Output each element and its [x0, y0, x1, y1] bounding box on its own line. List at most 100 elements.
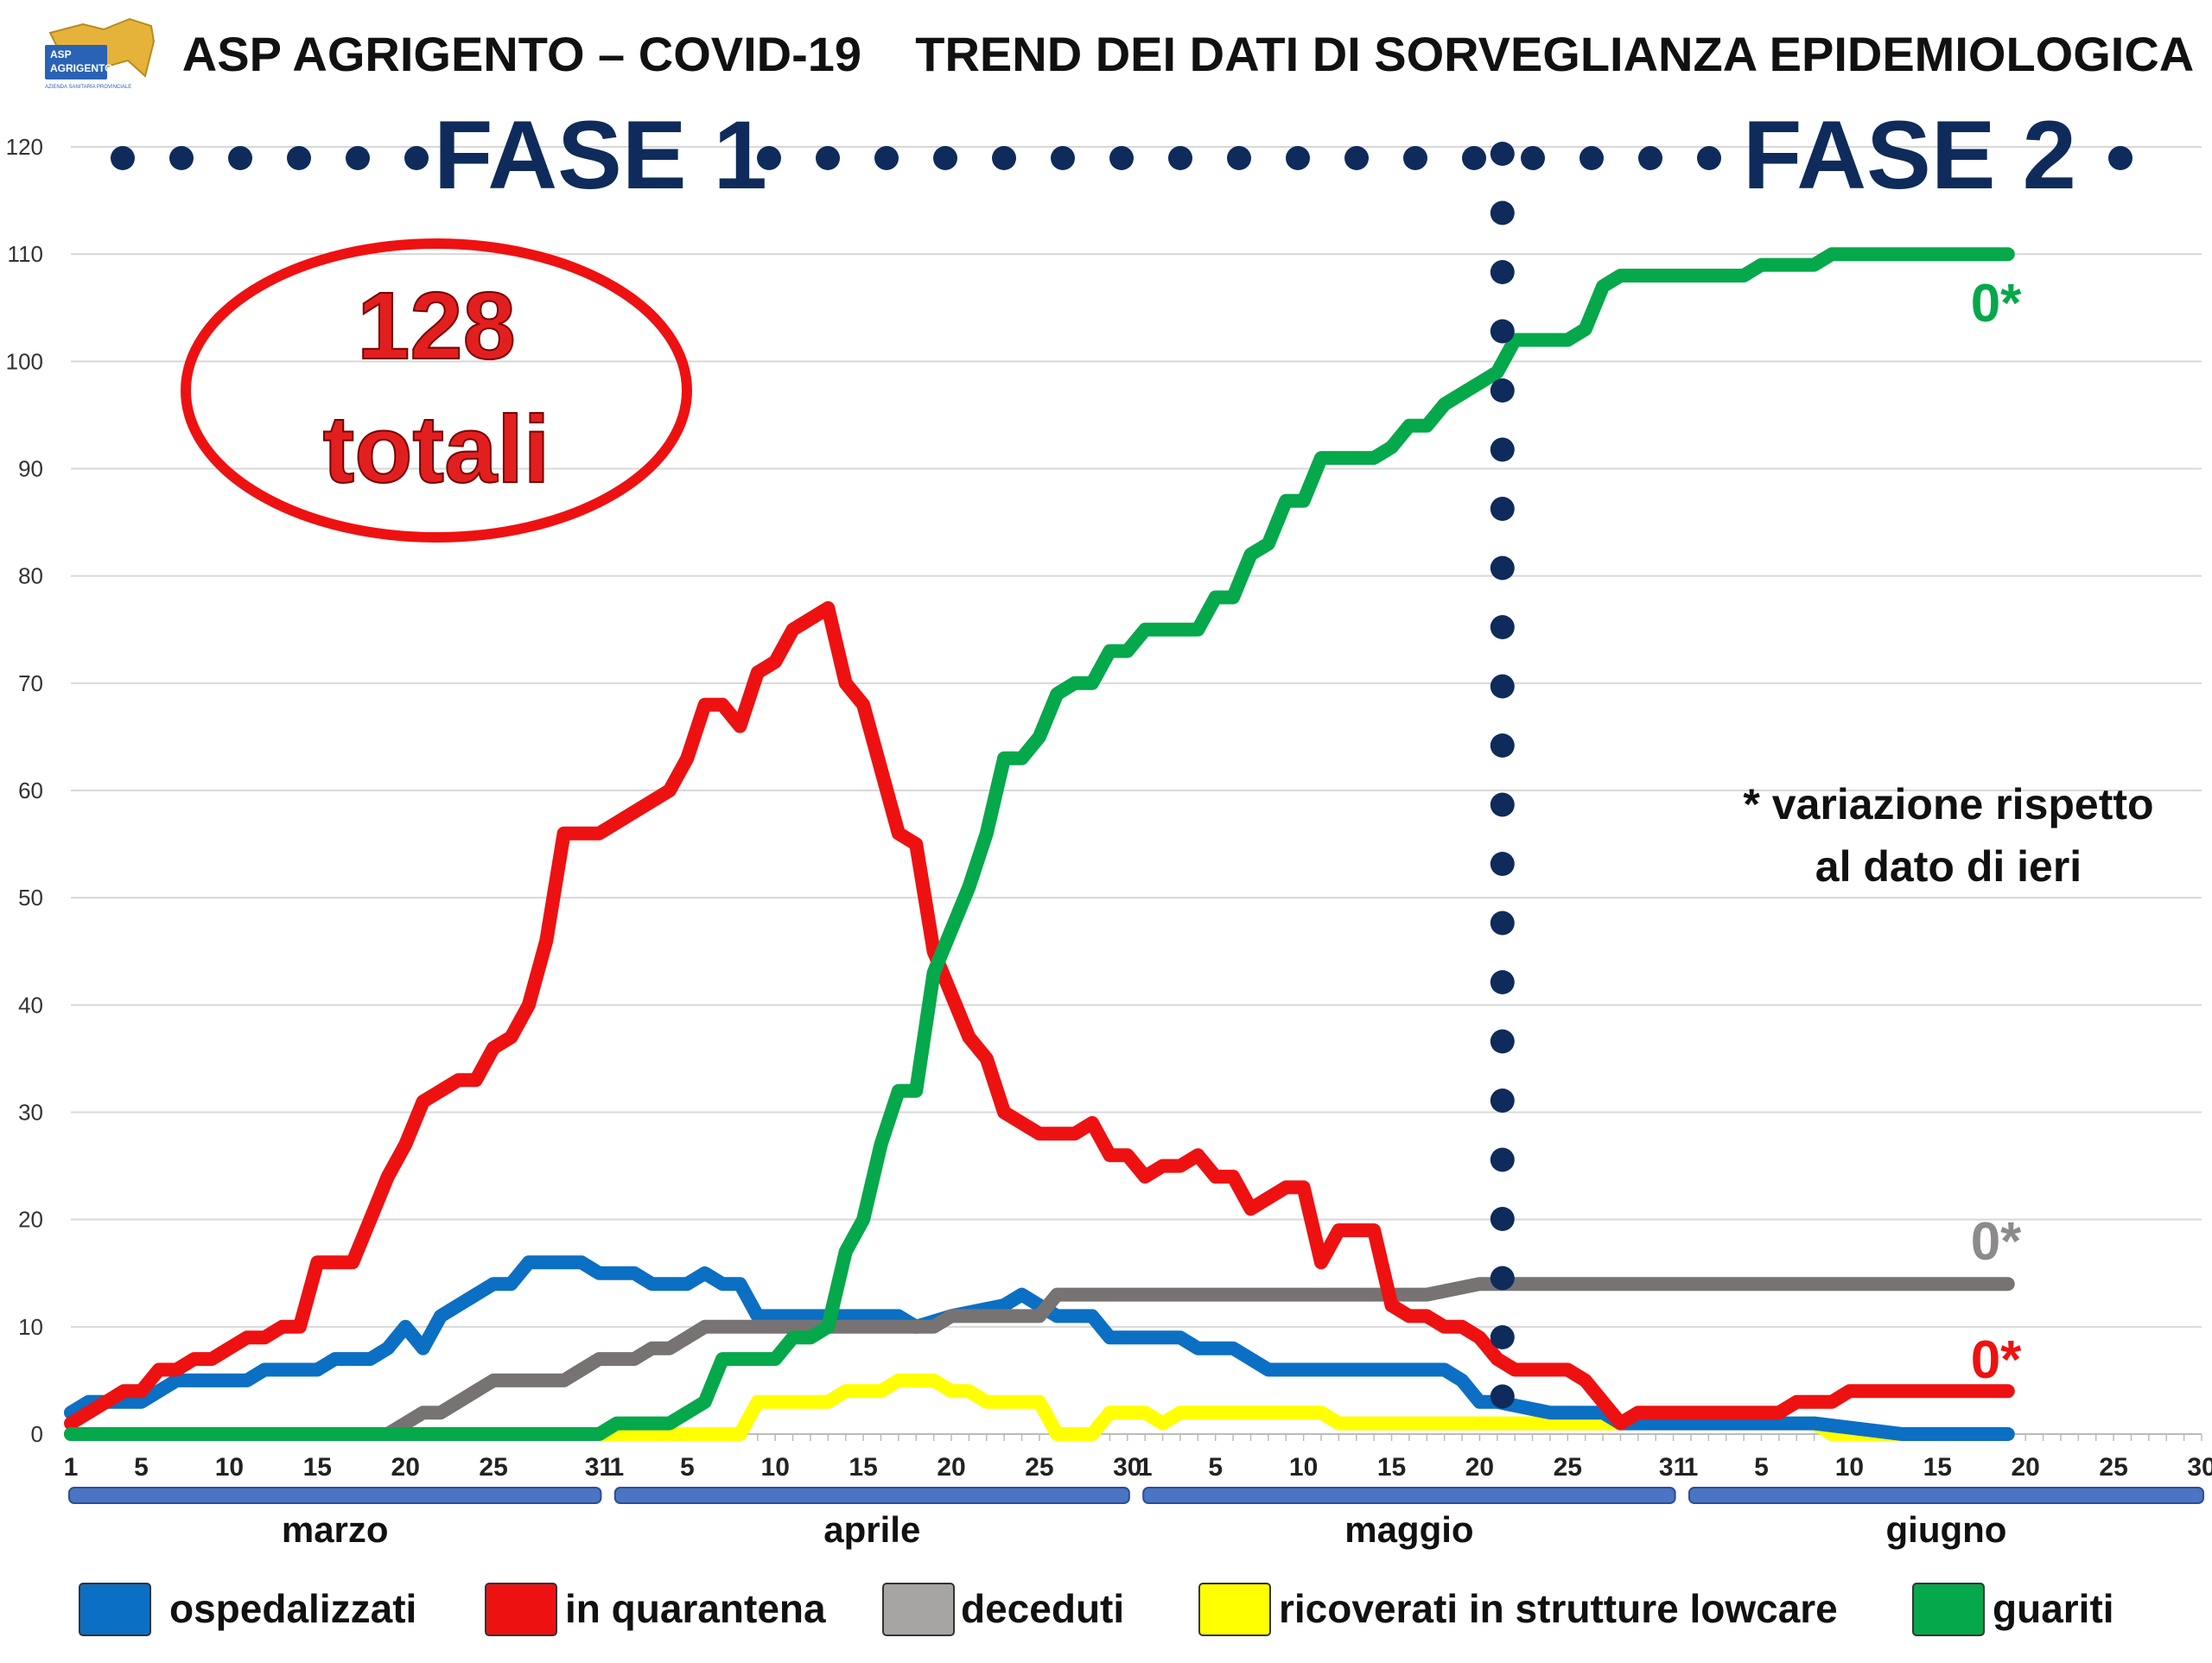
month-label-marzo: marzo — [282, 1509, 389, 1550]
phase-dot — [1286, 146, 1310, 170]
month-label-giugno: giugno — [1886, 1509, 2007, 1550]
phase-divider-dot — [1490, 260, 1515, 284]
phase-dot — [2108, 146, 2133, 170]
phase-divider-dot — [1490, 437, 1515, 462]
legend-item-lowcare: ricoverati in strutture lowcare — [1198, 1583, 1838, 1636]
x-axis: 1 5 10 15 20 25 311 5 10 15 20 25 301 5 10 15 20 25 311 5 10… — [64, 1433, 2212, 1482]
phase-divider-dot — [1490, 1266, 1515, 1291]
grid-lines — [71, 146, 2202, 1435]
phase-dot — [111, 146, 135, 170]
chart-title: ASP AGRIGENTO – COVID-19 TREND DEI DATI … — [182, 27, 2194, 81]
phase-dot — [816, 146, 840, 170]
series-line-in-quarantena — [64, 600, 2015, 1431]
x-tick-label: 1 — [1684, 1453, 1699, 1482]
x-tick-label: 25 — [479, 1453, 507, 1482]
total-label: totali — [323, 397, 550, 503]
series-line-guariti — [64, 247, 2015, 1441]
phase-divider-dot — [1490, 1325, 1515, 1349]
phase-divider-dot — [1490, 497, 1515, 521]
phase-dot — [992, 146, 1016, 170]
phase-dot — [874, 146, 899, 170]
phase-dot — [287, 146, 311, 170]
legend-swatch-guariti — [1912, 1583, 1985, 1636]
note-line-2: al dato di ieri — [1815, 842, 2082, 891]
x-tick-label: 10 — [1835, 1453, 1864, 1482]
legend-item-ospedalizzati: ospedalizzati — [79, 1583, 416, 1636]
series-line-deceduti — [64, 1277, 2015, 1441]
phase-markers — [111, 142, 2133, 1409]
phase-divider-dot — [1490, 674, 1515, 699]
x-tick-label: 25 — [1554, 1453, 1582, 1482]
phase-dot — [1521, 146, 1545, 170]
total-ellipse — [181, 238, 692, 543]
phase-divider-dot — [1490, 1207, 1515, 1231]
x-tick-label: 15 — [303, 1453, 332, 1482]
phase-dot — [228, 146, 252, 170]
phase-divider-dot — [1490, 1029, 1515, 1054]
x-tick-label: 1 — [1138, 1453, 1153, 1482]
x-tick-label: 30 — [2187, 1453, 2212, 1482]
x-tick-label: 25 — [2099, 1453, 2127, 1482]
phase-dot — [1344, 146, 1369, 170]
phase-dot — [1168, 146, 1192, 170]
legend-item-guariti: guariti — [1912, 1583, 2114, 1636]
legend-label-guariti: guariti — [1993, 1586, 2114, 1631]
x-tick-label: 15 — [849, 1453, 877, 1482]
y-tick-label: 80 — [18, 563, 43, 589]
y-tick-label: 100 — [6, 348, 43, 374]
phase-divider-dot — [1490, 378, 1515, 403]
x-tick-label: 1 — [64, 1453, 79, 1482]
x-tick-label: 20 — [2012, 1453, 2040, 1482]
phase-divider-dot — [1490, 911, 1515, 936]
total-badge: 128 totali — [181, 238, 692, 543]
x-tick-label: 20 — [1465, 1453, 1494, 1482]
x-tick-label: 30 — [1113, 1453, 1141, 1482]
legend-item-deceduti: deceduti — [882, 1583, 1124, 1636]
month-bars: marzo aprile maggio giugno — [68, 1487, 2204, 1550]
x-tick-label: 20 — [937, 1453, 965, 1482]
logo-text-1: ASP — [50, 48, 72, 60]
x-tick-label: 25 — [1025, 1453, 1053, 1482]
phase-divider-dot — [1490, 970, 1515, 994]
phase-divider-dot — [1490, 792, 1515, 817]
phase-divider-dot — [1490, 733, 1515, 758]
variation-deceduti: 0* — [1971, 1212, 2022, 1272]
x-tick-label: 5 — [134, 1453, 149, 1482]
x-tick-label: 10 — [761, 1453, 790, 1482]
phase-dot — [1051, 146, 1075, 170]
month-bar-giugno — [1688, 1487, 2204, 1504]
x-tick-label: 5 — [1208, 1453, 1223, 1482]
phase-dot — [169, 146, 194, 170]
legend: ospedalizzati in quarantena deceduti ric… — [79, 1583, 2114, 1636]
y-tick-label: 90 — [18, 456, 43, 482]
y-tick-label: 30 — [18, 1100, 43, 1126]
phase-divider-dot — [1490, 142, 1515, 166]
x-tick-label: 31 — [1659, 1453, 1688, 1482]
legend-label-ospedalizzati: ospedalizzati — [169, 1586, 416, 1631]
y-tick-label: 110 — [8, 241, 43, 267]
phase-dot — [1227, 146, 1251, 170]
x-tick-label: 15 — [1377, 1453, 1406, 1482]
phase-divider-dot — [1490, 1384, 1515, 1409]
x-tick-label: 1 — [609, 1453, 624, 1482]
x-tick-label: 10 — [215, 1453, 244, 1482]
x-tick-label: 15 — [1923, 1453, 1952, 1482]
phase-2-label: FASE 2 — [1743, 101, 2076, 209]
y-tick-label: 120 — [6, 134, 43, 160]
phase-divider-dot — [1490, 1147, 1515, 1172]
month-label-maggio: maggio — [1344, 1509, 1473, 1550]
legend-swatch-lowcare — [1198, 1583, 1271, 1636]
x-tick-label: 10 — [1289, 1453, 1318, 1482]
legend-swatch-quarantena — [485, 1583, 557, 1636]
series-line-ospedalizzati — [64, 1255, 2015, 1441]
variation-quarantena: 0* — [1971, 1330, 2022, 1390]
month-label-aprile: aprile — [823, 1509, 920, 1550]
y-tick-label: 20 — [18, 1207, 43, 1233]
phase-dot — [1638, 146, 1662, 170]
phase-1-label: FASE 1 — [434, 101, 767, 209]
phase-divider-dot — [1490, 852, 1515, 876]
phase-divider-dot — [1490, 555, 1515, 581]
phase-dot — [1580, 146, 1604, 170]
phase-dot — [1403, 146, 1427, 170]
